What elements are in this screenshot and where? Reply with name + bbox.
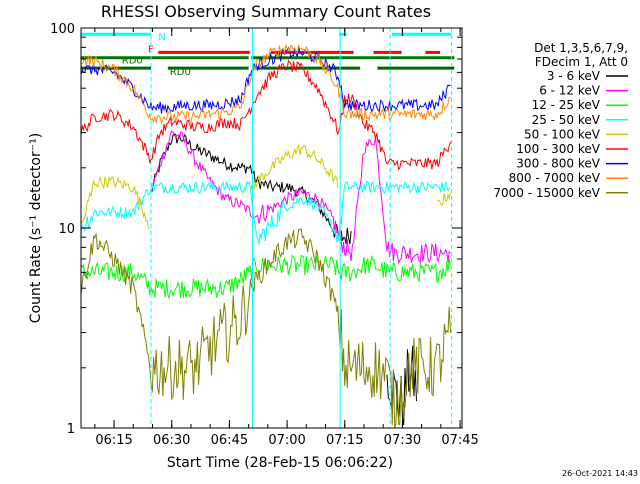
series-line-1 [150, 130, 451, 265]
legend-label-7: 800 - 7000 keV [509, 171, 601, 185]
x-tick-label-0: 06:15 [95, 433, 132, 448]
series-line-8 [80, 228, 451, 429]
flag-layer: NFRD0RD0 [81, 32, 455, 78]
legend-header-line-2: FDecim 1, Att 0 [535, 55, 628, 69]
x-tick-label-2: 06:45 [211, 433, 248, 448]
series-3 [80, 180, 451, 245]
legend-label-0: 3 - 6 keV [547, 69, 601, 83]
series-line-4 [436, 192, 451, 207]
legend-label-2: 12 - 25 keV [532, 98, 601, 112]
x-tick-label-3: 07:00 [268, 433, 305, 448]
x-tick-label-5: 07:30 [384, 433, 421, 448]
y-tick-label-1: 10 [58, 222, 75, 237]
series-line-7 [80, 43, 451, 125]
series-line-4 [250, 143, 339, 192]
legend-label-3: 25 - 50 keV [532, 113, 601, 127]
series-1 [150, 130, 451, 265]
legend: Det 1,3,5,6,7,9, FDecim 1, Att 0 3 - 6 k… [493, 41, 628, 200]
night-boundary-layer [150, 28, 453, 428]
y-axis-label: Count Rate (s⁻¹ detector⁻¹) [28, 133, 44, 323]
legend-label-6: 300 - 800 keV [516, 157, 600, 171]
legend-label-4: 50 - 100 keV [524, 127, 601, 141]
y-axis: 1 10 100 [50, 22, 462, 437]
legend-label-8: 7000 - 15000 keV [493, 186, 600, 200]
legend-header-line-1: Det 1,3,5,6,7,9, [534, 41, 628, 55]
series-line-5 [80, 59, 451, 171]
x-tick-label-6: 07:45 [441, 433, 478, 448]
series-5 [80, 59, 451, 171]
series-7 [80, 43, 451, 125]
y-tick-label-2: 100 [50, 22, 75, 37]
series-line-3 [80, 180, 451, 245]
y-tick-label-0: 1 [67, 422, 75, 437]
flag-label-3: RD0 [170, 67, 191, 78]
legend-label-5: 100 - 300 keV [516, 142, 600, 156]
series-6 [80, 46, 451, 114]
x-tick-label-1: 06:30 [153, 433, 190, 448]
flag-label-2: RD0 [122, 56, 143, 67]
flag-label-0: N [158, 32, 165, 43]
series-line-6 [80, 46, 451, 114]
series-8 [80, 228, 451, 429]
chart-title: RHESSI Observing Summary Count Rates [101, 2, 431, 21]
series-line-4 [80, 175, 151, 230]
x-axis: 06:15 06:30 06:45 07:00 07:15 07:30 07:45 [94, 28, 479, 448]
series-layer [80, 43, 451, 429]
x-tick-label-4: 07:15 [326, 433, 363, 448]
plot-timestamp: 26-Oct-2021 14:43 [562, 469, 638, 478]
legend-label-1: 6 - 12 keV [539, 84, 601, 98]
x-axis-label: Start Time (28-Feb-15 06:06:22) [167, 455, 393, 471]
series-4 [80, 143, 451, 230]
